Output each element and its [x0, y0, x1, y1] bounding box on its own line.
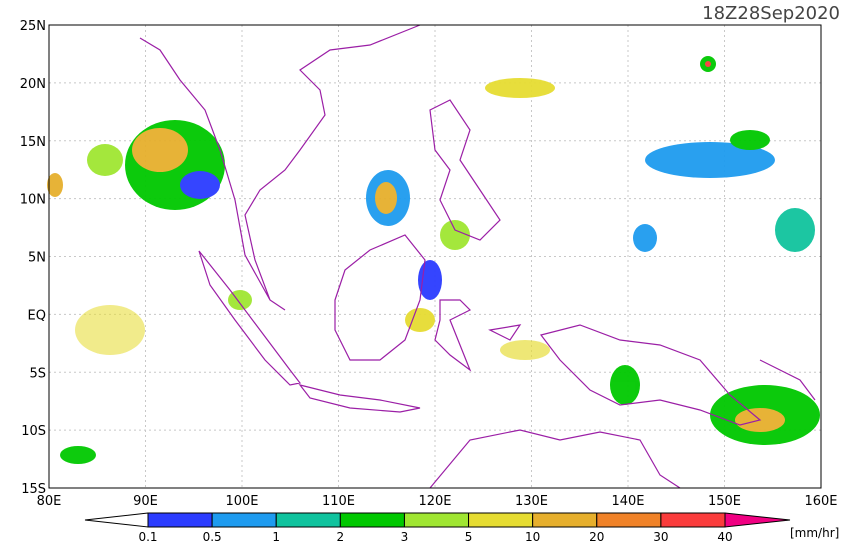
- colorbar-label: 40: [717, 530, 732, 544]
- colorbar: 0.1 0.5 1 2 3 5 10 20 30 40: [84, 512, 791, 544]
- colorbar-box: [211, 512, 277, 528]
- rain-areas: [47, 56, 820, 464]
- colorbar-box: [660, 512, 726, 528]
- colorbar-label: 3: [401, 530, 409, 544]
- colorbar-label: 1: [272, 530, 280, 544]
- colorbar-right-end: [724, 512, 791, 528]
- colorbar-label: 2: [337, 530, 345, 544]
- colorbar-box: [275, 512, 341, 528]
- lat-label: 5S: [29, 366, 46, 381]
- lon-label: 140E: [611, 494, 644, 509]
- lat-label: 25N: [20, 19, 46, 34]
- lon-label: 110E: [322, 494, 355, 509]
- colorbar-label: 10: [525, 530, 540, 544]
- lat-label: 5N: [28, 251, 46, 266]
- colorbar-label: 5: [465, 530, 473, 544]
- lon-label: 100E: [225, 494, 258, 509]
- lat-label: 10N: [20, 193, 46, 208]
- lon-label: 80E: [37, 494, 62, 509]
- lat-label: 15N: [20, 135, 46, 150]
- lon-label: 90E: [133, 494, 158, 509]
- colorbar-box: [532, 512, 598, 528]
- lon-label: 150E: [708, 494, 741, 509]
- colorbar-left-end: [84, 512, 149, 528]
- lat-label: EQ: [28, 308, 46, 323]
- lat-label: 10S: [21, 424, 46, 439]
- coastlines: [139, 24, 816, 489]
- colorbar-label: 0.5: [203, 530, 222, 544]
- colorbar-box: [468, 512, 534, 528]
- lon-label: 130E: [515, 494, 548, 509]
- lat-label: 15S: [21, 482, 46, 497]
- colorbar-label: 20: [589, 530, 604, 544]
- colorbar-box: [403, 512, 470, 528]
- colorbar-box: [339, 512, 405, 528]
- colorbar-label: 0.1: [138, 530, 157, 544]
- map-title: 18Z28Sep2020: [702, 3, 840, 24]
- lat-label: 20N: [20, 77, 46, 92]
- colorbar-unit: [mm/hr]: [790, 526, 839, 540]
- map-frame: [48, 24, 822, 489]
- lon-label: 120E: [418, 494, 451, 509]
- colorbar-label: 30: [653, 530, 668, 544]
- colorbar-box: [596, 512, 662, 528]
- colorbar-box: [147, 512, 213, 528]
- lon-label: 160E: [804, 494, 837, 509]
